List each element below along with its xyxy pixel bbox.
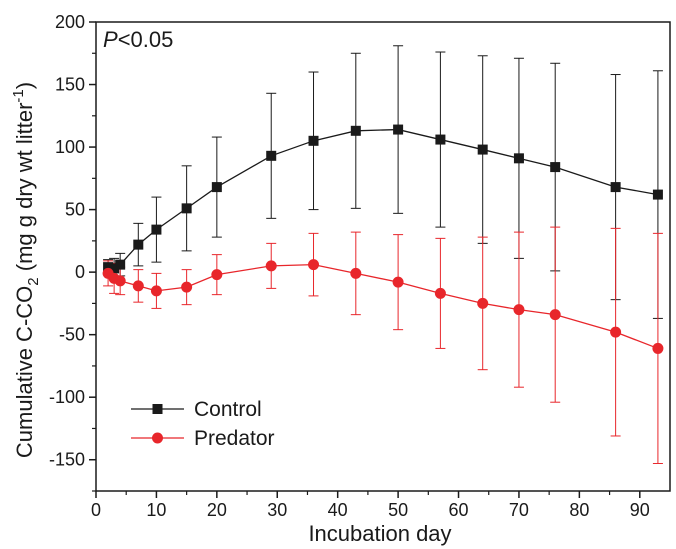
predator-data-point xyxy=(392,276,404,288)
control-data-point xyxy=(435,134,446,145)
legend: Control Predator xyxy=(131,398,275,450)
plot-frame xyxy=(95,21,671,492)
x-tick-label: 0 xyxy=(91,500,101,520)
series-markers xyxy=(102,124,664,354)
predator-data-point xyxy=(132,280,144,292)
y-axis-title-middle: (mg g dry wt litter xyxy=(12,103,37,278)
error-bars xyxy=(103,45,663,464)
legend-predator-label: Predator xyxy=(194,427,275,450)
control-data-point xyxy=(513,153,524,164)
predator-series-line xyxy=(107,263,659,350)
control-series-line xyxy=(107,128,659,270)
y-axis-title-subscript: 2 xyxy=(25,277,42,285)
p-threshold: <0.05 xyxy=(118,27,174,52)
predator-data-point xyxy=(477,297,489,309)
y-tick-label: 200 xyxy=(55,12,85,32)
x-tick-label: 80 xyxy=(569,500,589,520)
control-data-point xyxy=(393,124,404,135)
predator-data-point xyxy=(114,275,126,287)
control-data-point xyxy=(103,262,114,273)
control-data-point xyxy=(211,182,222,193)
control-data-point xyxy=(151,224,162,235)
y-tick-label: 150 xyxy=(55,75,85,95)
y-tick-label: -150 xyxy=(49,450,85,470)
p-symbol: P xyxy=(103,27,118,52)
series-lines xyxy=(107,128,659,350)
predator-data-point xyxy=(150,285,162,297)
control-data-point xyxy=(308,135,319,146)
control-data-point xyxy=(350,125,361,136)
control-data-point xyxy=(115,259,126,270)
y-tick-label: -50 xyxy=(59,325,85,345)
predator-data-point xyxy=(308,259,320,271)
control-data-point xyxy=(477,144,488,155)
control-data-point xyxy=(652,189,663,200)
x-tick-label: 20 xyxy=(207,500,227,520)
predator-data-point xyxy=(513,304,525,316)
significance-annotation: P<0.05 xyxy=(103,27,173,52)
predator-data-point xyxy=(434,287,446,299)
legend-control-label: Control xyxy=(194,398,262,421)
predator-data-point xyxy=(265,260,277,272)
x-tick-label: 90 xyxy=(630,500,650,520)
control-data-point xyxy=(610,182,621,193)
predator-data-point xyxy=(652,342,664,354)
axis-ticks: 0 10 20 30 40 50 60 70 80 90 -150 -100 -50 0 50 100 150 2… xyxy=(49,12,650,520)
control-data-point xyxy=(181,203,192,214)
control-data-point xyxy=(133,239,144,250)
legend-control-marker xyxy=(152,404,163,414)
predator-data-point xyxy=(211,269,223,281)
predator-data-point xyxy=(610,326,622,338)
legend-predator-marker xyxy=(152,432,163,444)
control-data-point xyxy=(109,263,120,274)
x-axis-title: Incubation day xyxy=(308,521,451,546)
y-axis-title-prefix: Cumulative C-CO xyxy=(12,286,37,458)
control-data-point xyxy=(550,162,561,173)
x-tick-label: 50 xyxy=(388,500,408,520)
y-axis-title-superscript: -1 xyxy=(10,89,27,102)
y-tick-label: 0 xyxy=(75,262,85,282)
y-tick-label: 100 xyxy=(55,137,85,157)
x-tick-label: 30 xyxy=(267,500,287,520)
predator-data-point xyxy=(549,309,561,321)
x-tick-label: 10 xyxy=(146,500,166,520)
predator-data-point xyxy=(181,281,193,293)
x-tick-label: 70 xyxy=(509,500,529,520)
predator-data-point xyxy=(350,267,362,279)
y-axis-title: Cumulative C-CO2 (mg g dry wt litter-1) xyxy=(10,82,42,458)
control-data-point xyxy=(266,150,277,161)
x-tick-label: 40 xyxy=(328,500,348,520)
y-tick-label: 50 xyxy=(65,200,85,220)
y-axis-title-suffix: ) xyxy=(12,82,37,89)
x-tick-label: 60 xyxy=(449,500,469,520)
y-tick-label: -100 xyxy=(49,387,85,407)
